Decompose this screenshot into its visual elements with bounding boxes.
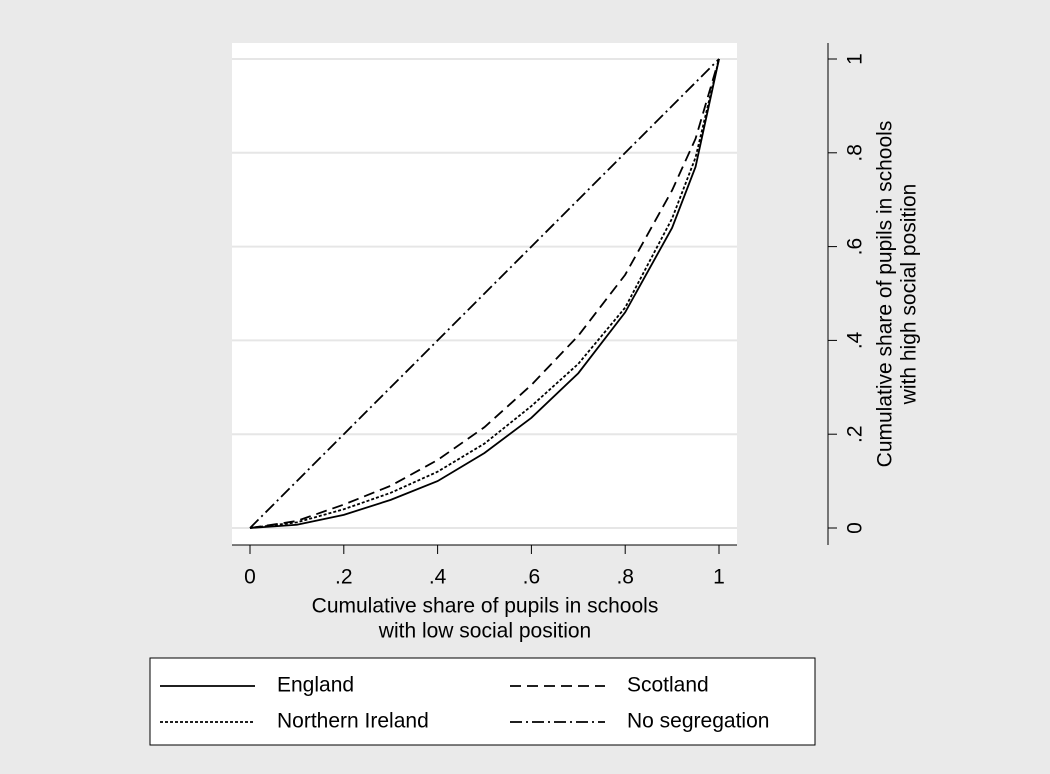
x-tick-label: .4	[429, 566, 447, 589]
y-tick-label: .2	[844, 425, 867, 443]
legend-label: Scotland	[627, 674, 709, 697]
x-tick-label: 1	[713, 566, 725, 589]
y-tick-label: 1	[844, 53, 867, 65]
legend-box	[149, 657, 816, 746]
x-axis-title: Cumulative share of pupils in schools	[312, 595, 659, 618]
y-axis-title: with high social position	[898, 184, 921, 406]
legend-label: England	[277, 674, 354, 697]
y-tick-label: 0	[844, 522, 867, 534]
y-tick-label: .8	[844, 144, 867, 162]
series-line	[249, 58, 720, 529]
series-line	[249, 58, 720, 529]
x-tick-label: 0	[244, 566, 256, 589]
series-line	[249, 58, 720, 529]
series-line	[249, 58, 720, 529]
x-tick-label: .2	[335, 566, 353, 589]
legend-label: Northern Ireland	[277, 710, 429, 733]
y-tick-label: .4	[844, 331, 867, 349]
x-tick-label: .6	[523, 566, 541, 589]
x-tick-label: .8	[616, 566, 634, 589]
y-axis-title: Cumulative share of pupils in schools	[874, 121, 897, 468]
legend-label: No segregation	[627, 710, 769, 733]
y-tick-label: .6	[844, 238, 867, 256]
x-axis-title: with low social position	[378, 620, 591, 643]
